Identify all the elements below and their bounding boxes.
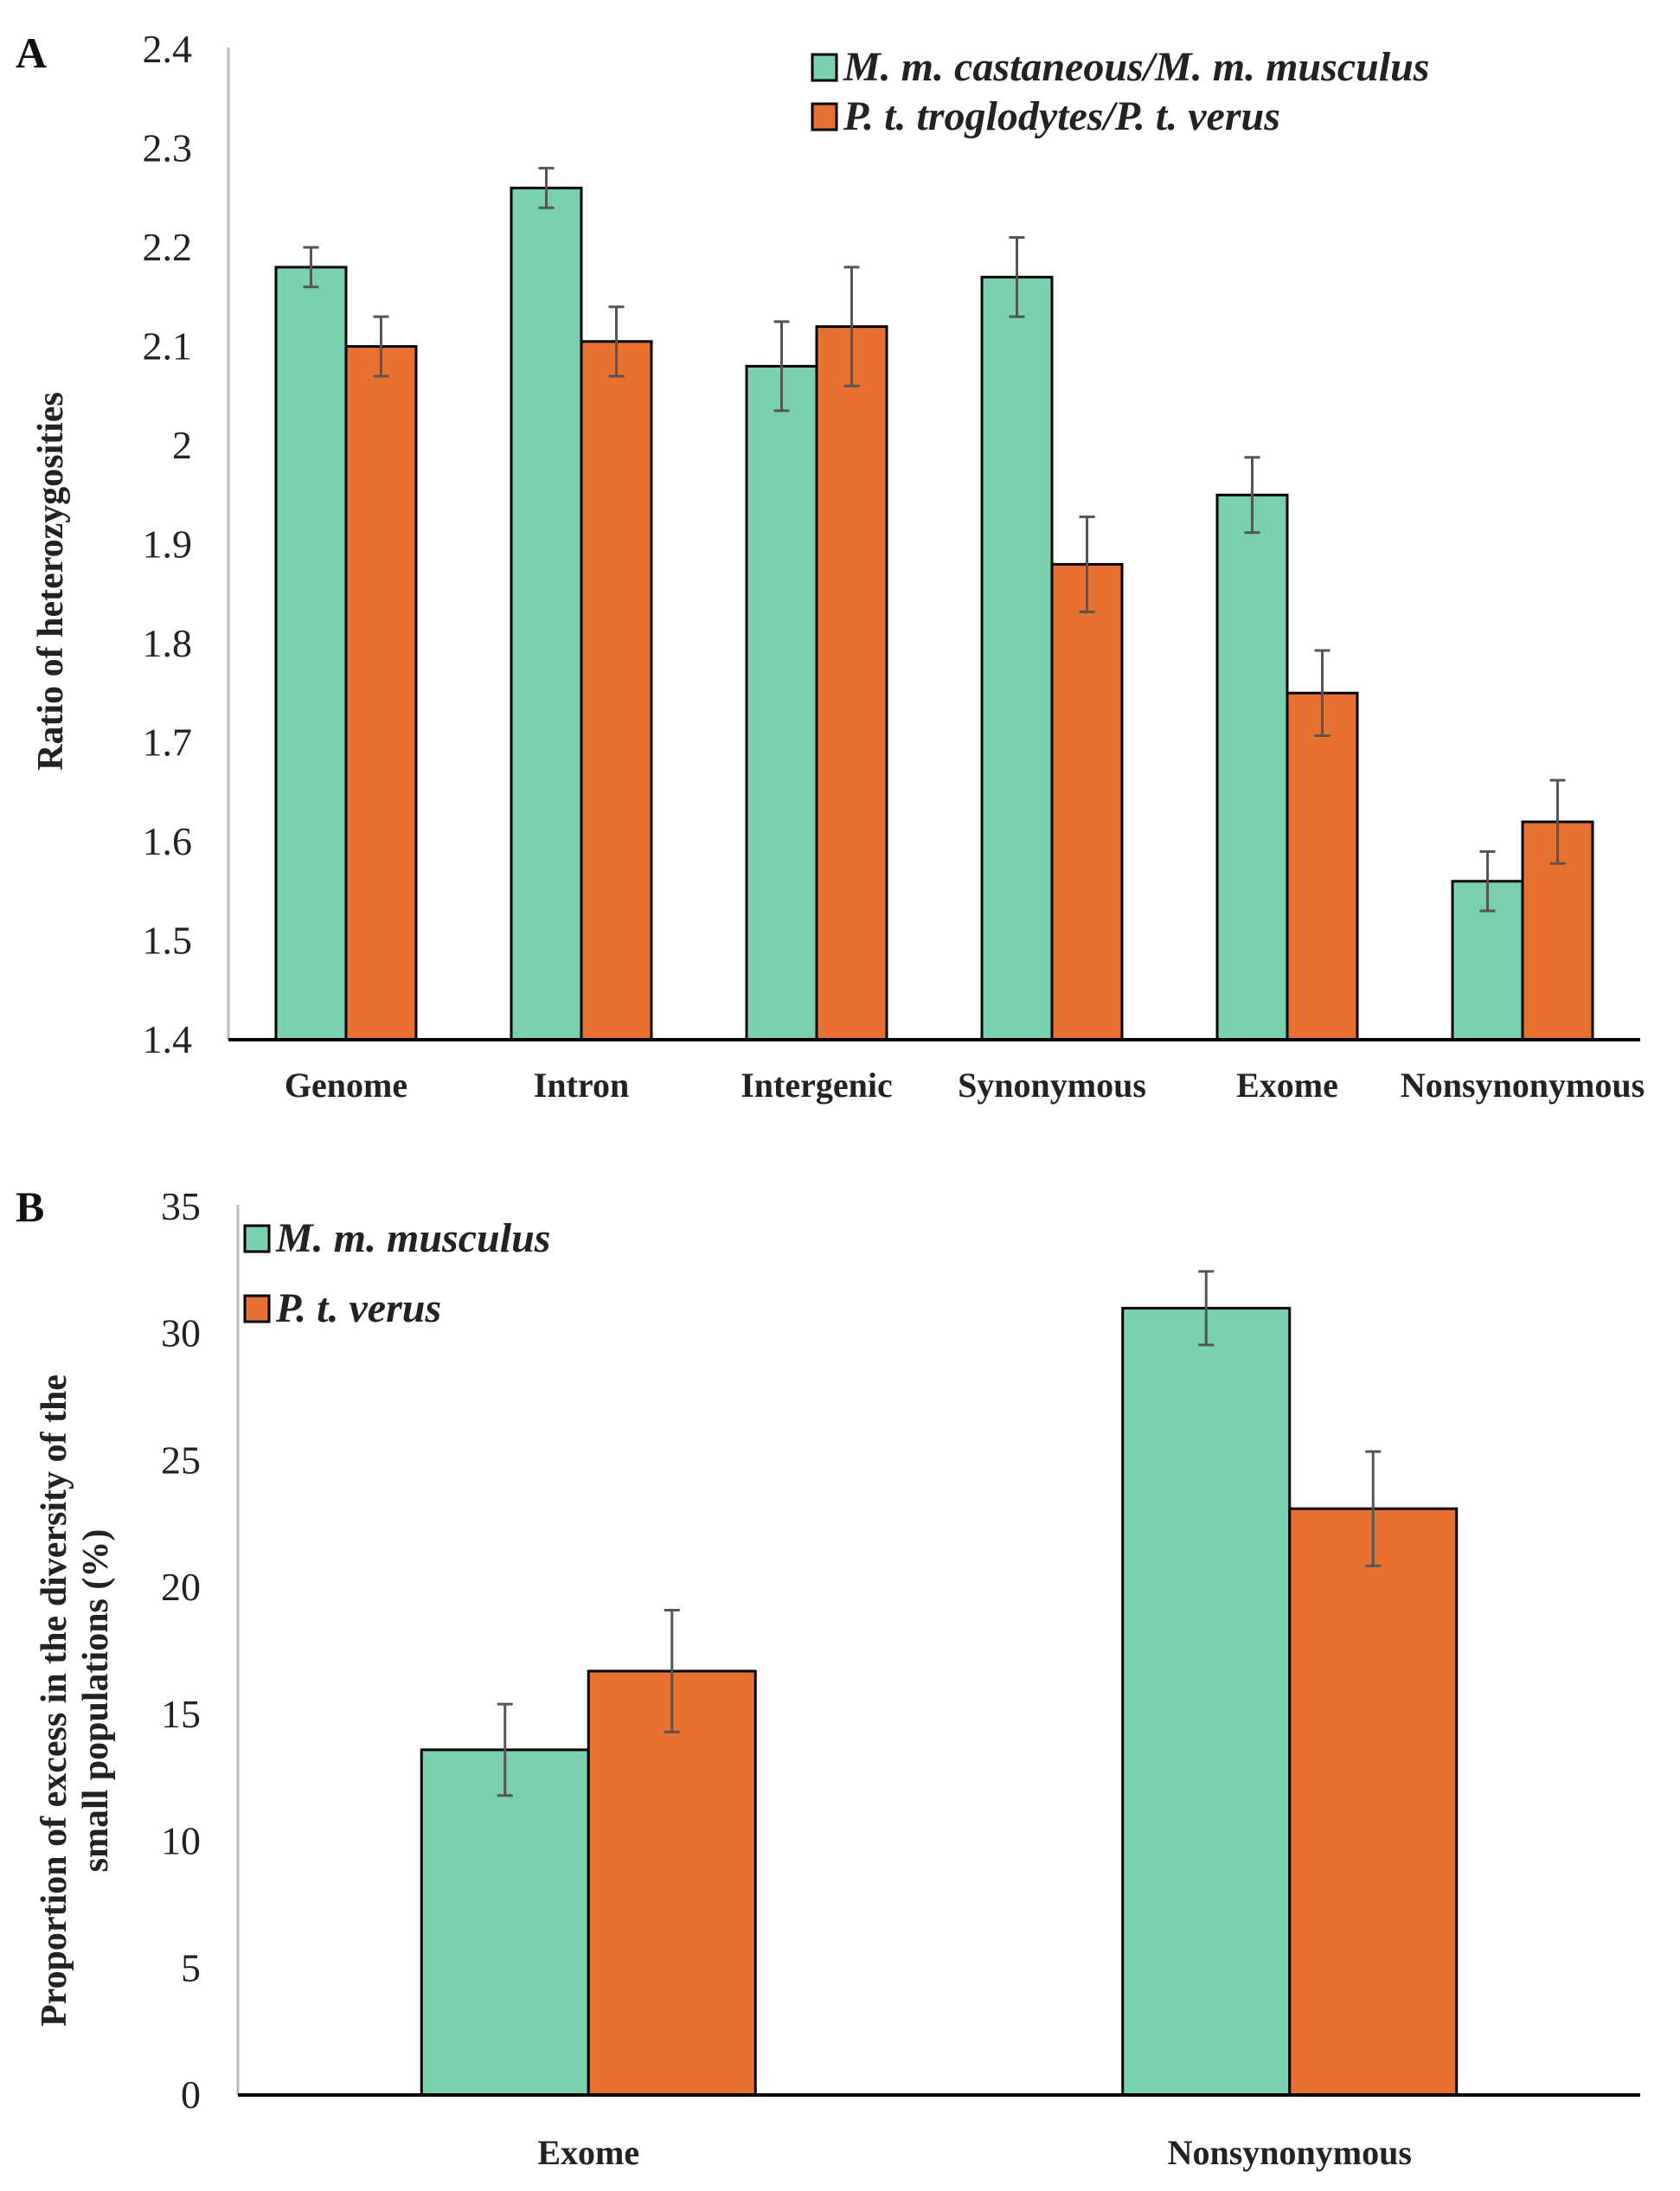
- panel-a-x-category-label: Nonsynonymous: [1401, 1066, 1645, 1105]
- panel-a-legend-swatch: [811, 102, 838, 131]
- panel-b-bar-exome-series-1: [420, 1748, 590, 2097]
- panel-b-legend-swatch: [243, 1224, 271, 1253]
- panel-b-bar-nonsynonymous-series-2: [1288, 1507, 1459, 2097]
- panel-a-y-tick-label: 2.3: [143, 126, 193, 170]
- panel-a-legend-label: P. t. troglodytes/P. t. verus: [843, 93, 1280, 139]
- panel-a-bar-exome-series-2: [1286, 691, 1359, 1041]
- panel-a-y-tick-label: 2.1: [143, 324, 193, 368]
- panel-a-y-tick-label: 1.7: [143, 721, 193, 765]
- panel-a-x-category-label: Genome: [285, 1066, 407, 1105]
- panel-a-legend-label: M. m. castaneous/M. m. musculus: [843, 44, 1429, 90]
- panel-a-bar-synonymous-series-2: [1050, 562, 1124, 1041]
- panel-a-y-tick-label: 2.2: [143, 225, 193, 269]
- panel-b-x-category-label: Exome: [537, 2133, 639, 2172]
- panel-a-bar-genome-series-1: [274, 266, 348, 1041]
- panel-a-bar-intron-series-1: [510, 186, 583, 1041]
- panel-b-y-tick-label: 0: [181, 2072, 201, 2117]
- panel-b-x-category-label: Nonsynonymous: [1168, 2133, 1412, 2172]
- panel-a-x-category-label: Synonymous: [958, 1066, 1146, 1105]
- panel-a-x-category-label: Intergenic: [741, 1066, 893, 1105]
- panel-a-bar-exome-series-1: [1215, 493, 1289, 1041]
- panel-b-legend-label: M. m. musculus: [275, 1215, 550, 1261]
- panel-a-x-category-label: Intron: [534, 1066, 629, 1105]
- panel-b-legend-swatch: [243, 1294, 271, 1323]
- panel-b-y-tick-label: 15: [161, 1692, 201, 1736]
- panel-b-y-axis-title-line1: Proportion of excess in the diversity of…: [35, 1374, 74, 2027]
- panel-b-y-tick-label: 25: [161, 1438, 201, 1482]
- panel-a-y-tick-label: 1.9: [143, 522, 193, 567]
- panel-b-bar-exome-series-2: [587, 1669, 757, 2097]
- panel-a-label: A: [16, 29, 47, 77]
- panel-a-bar-intergenic-series-2: [815, 325, 888, 1041]
- panel-a-bar-synonymous-series-1: [980, 275, 1054, 1041]
- panel-a-y-axis-title: Ratio of heterozygosities: [31, 392, 71, 771]
- panel-a-y-tick-label: 1.6: [143, 819, 193, 863]
- panel-a-y-tick-label: 1.4: [143, 1017, 193, 1061]
- panel-b-y-tick-label: 5: [181, 1945, 201, 1989]
- panel-a-y-tick-label: 2: [172, 423, 192, 467]
- panel-a-legend-swatch: [811, 53, 838, 82]
- panel-b-y-tick-label: 30: [161, 1311, 201, 1355]
- panel-b-y-axis-title-line2: small populations (%): [76, 1529, 116, 1873]
- panel-a-bar-genome-series-2: [344, 345, 418, 1041]
- panel-b-y-tick-label: 35: [161, 1184, 201, 1228]
- panel-a-bar-intron-series-2: [580, 340, 653, 1041]
- panel-a-y-tick-label: 1.8: [143, 621, 193, 665]
- panel-a-x-category-label: Exome: [1236, 1066, 1338, 1105]
- panel-b-y-tick-label: 10: [161, 1819, 201, 1863]
- panel-a-y-tick-label: 2.4: [143, 27, 193, 71]
- panel-b-label: B: [16, 1182, 44, 1231]
- panel-b-y-tick-label: 20: [161, 1565, 201, 1609]
- panel-b-bar-nonsynonymous-series-1: [1121, 1306, 1292, 2097]
- panel-b-legend-label: P. t. verus: [275, 1285, 441, 1331]
- panel-a-y-tick-label: 1.5: [143, 919, 193, 963]
- panel-a-bar-intergenic-series-1: [745, 364, 818, 1041]
